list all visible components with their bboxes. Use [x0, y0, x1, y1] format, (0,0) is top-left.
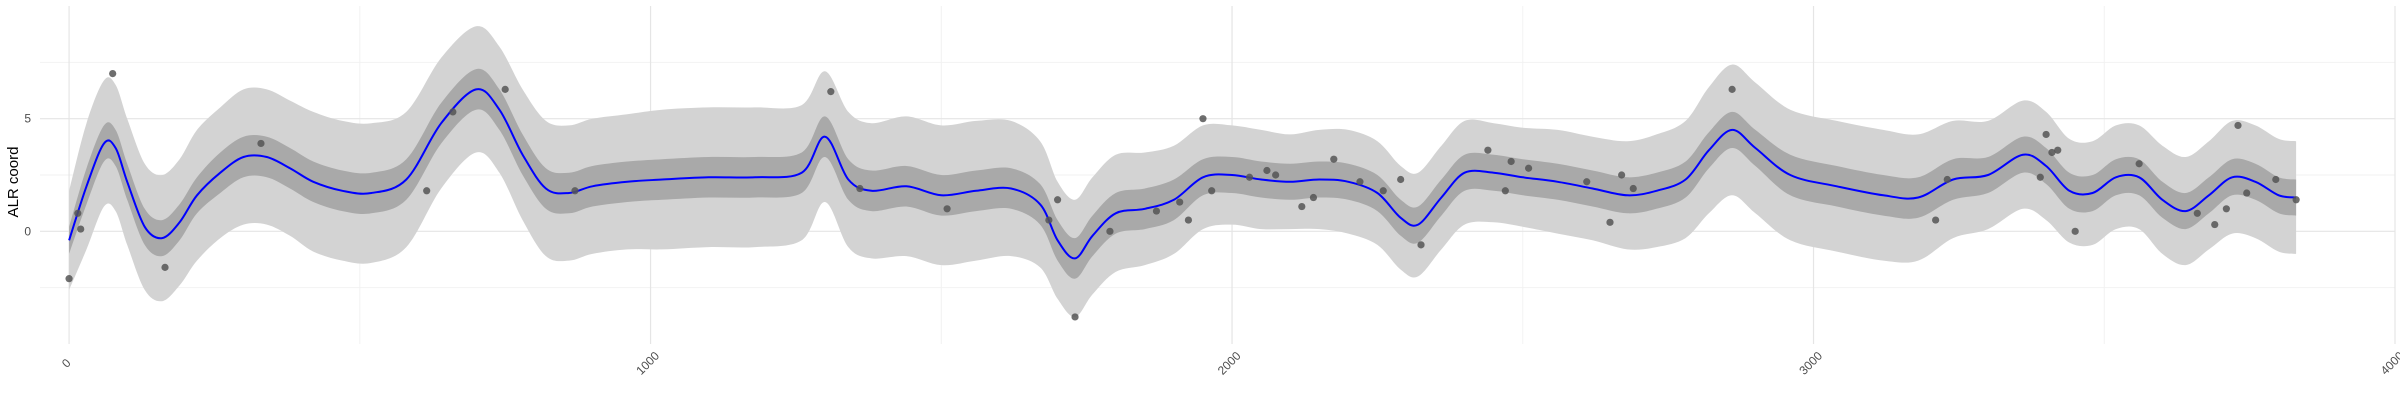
data-point — [423, 187, 431, 195]
data-point — [1629, 184, 1637, 193]
data-point — [65, 275, 73, 283]
data-point — [2243, 189, 2251, 197]
y-tick-label: 5 — [24, 112, 31, 126]
data-point — [109, 70, 117, 78]
data-point — [2193, 209, 2201, 217]
data-point — [501, 85, 509, 93]
data-point — [2222, 205, 2230, 213]
data-point — [77, 225, 85, 233]
data-point — [1199, 115, 1207, 123]
data-point — [1208, 187, 1216, 195]
data-point — [1618, 171, 1626, 179]
data-point — [1184, 216, 1193, 224]
x-tick-label: 4000 — [2378, 349, 2400, 378]
data-point — [2292, 196, 2300, 204]
data-point — [2042, 130, 2050, 139]
data-point — [2135, 160, 2143, 168]
data-point — [1932, 216, 1940, 224]
data-point — [827, 88, 835, 96]
y-tick-labels: 05 — [24, 112, 31, 239]
data-point — [1263, 166, 1271, 175]
data-point — [1330, 155, 1338, 163]
y-axis-title: ALR coord — [5, 147, 22, 218]
data-point — [1053, 196, 1062, 204]
data-point — [449, 108, 457, 116]
x-tick-labels: 0 1000 2000 3000 4000 — [59, 349, 2400, 378]
data-point — [2234, 121, 2242, 130]
data-point — [1397, 175, 1405, 184]
x-tick-label: 0 — [59, 356, 74, 371]
data-point — [1728, 85, 1736, 93]
x-tick-label: 3000 — [1796, 349, 1825, 378]
outer-band — [69, 26, 2297, 318]
data-point — [1071, 313, 1079, 321]
data-point — [257, 139, 265, 148]
data-point — [1176, 198, 1184, 206]
data-point — [2054, 146, 2062, 154]
data-point — [1309, 193, 1318, 202]
mean-line — [68, 88, 2297, 260]
data-point — [1501, 187, 1509, 195]
data-point — [2272, 175, 2280, 184]
data-point — [1106, 227, 1114, 235]
data-point — [2036, 173, 2044, 181]
data-point — [1583, 178, 1591, 186]
data-point — [571, 187, 579, 195]
data-point — [1524, 164, 1533, 172]
data-point — [856, 184, 864, 193]
data-point — [74, 209, 82, 217]
data-point — [1507, 157, 1515, 166]
data-point — [2211, 220, 2219, 229]
data-point — [1606, 218, 1614, 226]
data-point — [943, 205, 951, 213]
x-tick-label: 1000 — [633, 349, 662, 378]
data-point — [2071, 227, 2079, 235]
data-point — [1298, 202, 1306, 211]
inner-band — [69, 68, 2297, 279]
data-point — [1245, 173, 1254, 181]
x-tick-label: 2000 — [1215, 349, 1244, 378]
data-point — [2048, 148, 2056, 157]
data-points — [65, 70, 2300, 321]
data-point — [1484, 146, 1492, 154]
data-point — [1943, 175, 1951, 184]
data-point — [161, 263, 169, 271]
y-tick-label: 0 — [24, 224, 31, 238]
data-point — [1379, 187, 1387, 195]
data-point — [1272, 171, 1280, 179]
data-point — [1152, 207, 1161, 215]
data-point — [1417, 241, 1425, 249]
data-point — [1045, 216, 1053, 224]
data-point — [1356, 178, 1364, 186]
